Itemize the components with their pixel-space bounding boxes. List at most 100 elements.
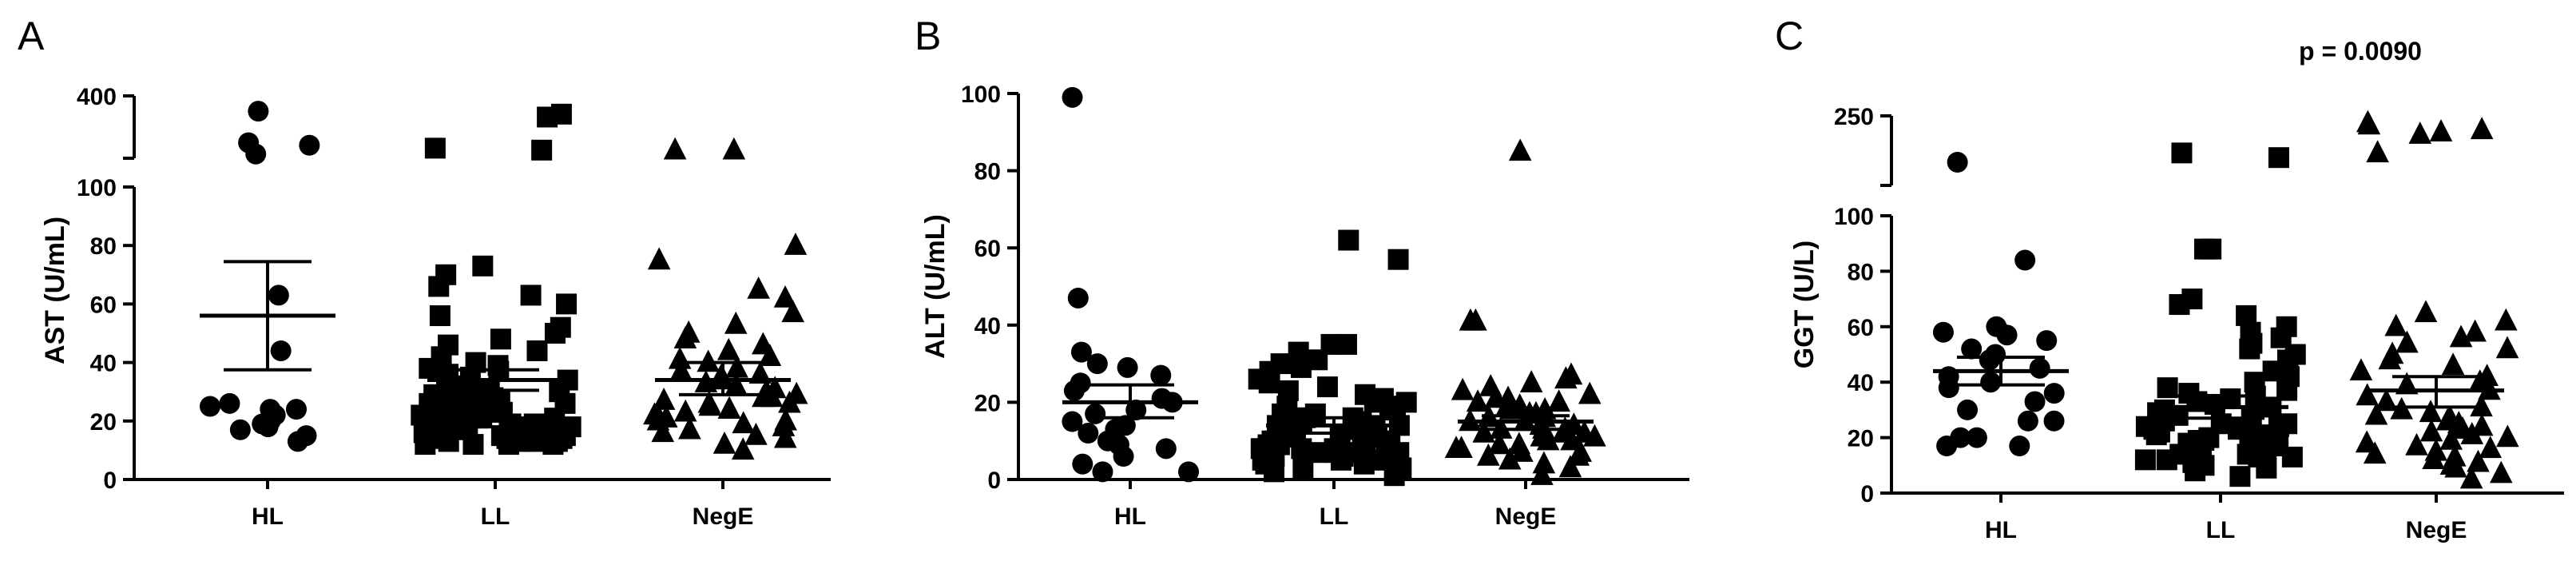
data-point (2441, 352, 2465, 376)
y-tick-label: 20 (90, 409, 117, 436)
y-tick-label: 100 (961, 82, 1001, 108)
data-point (744, 422, 768, 445)
series-hl (1932, 152, 2069, 457)
data-point (725, 355, 748, 378)
data-point (1559, 362, 1583, 385)
data-point (748, 361, 772, 384)
y-tick-label: 60 (90, 292, 117, 318)
data-point (2201, 238, 2222, 260)
data-point (1472, 420, 1495, 443)
series-ll (2134, 142, 2306, 487)
y-tick-label: 60 (1848, 315, 1874, 341)
data-point (1950, 427, 1971, 448)
data-point (490, 328, 511, 350)
data-point (1092, 461, 1113, 483)
data-point (2043, 383, 2065, 404)
data-point (270, 340, 292, 361)
data-point (1466, 389, 1490, 412)
data-point (1277, 380, 1299, 401)
data-point (2479, 436, 2503, 459)
data-point (784, 381, 808, 404)
data-point (643, 402, 666, 425)
data-point (1444, 436, 1468, 459)
data-point (1547, 389, 1570, 412)
data-point (1070, 341, 1092, 363)
data-point (1078, 423, 1099, 444)
data-point (1980, 372, 2002, 393)
data-point (531, 139, 553, 161)
data-point (2349, 358, 2373, 381)
y-tick-label: 100 (77, 175, 117, 201)
y-tick-label: 0 (987, 468, 1001, 494)
y-axis-label: ALT (U/mL) (920, 214, 951, 359)
data-point (716, 337, 740, 360)
data-point (732, 411, 756, 434)
panel-c: C GGT (U/L) 0 20 40 60 80 100 250 HL LL NegE p = 0.0… (1775, 14, 2564, 543)
data-point (268, 284, 289, 306)
data-point (526, 340, 548, 361)
data-point (2496, 424, 2519, 448)
series-nege (2349, 109, 2519, 489)
y-axis-label: GGT (U/L) (1789, 241, 1820, 369)
data-point (2244, 372, 2265, 393)
data-point (2366, 140, 2389, 163)
data-point (2443, 444, 2467, 467)
series-hl (1062, 86, 1200, 483)
data-point (1578, 381, 1602, 404)
data-point (2405, 432, 2428, 456)
data-point (773, 284, 797, 308)
data-point (1151, 388, 1173, 409)
data-point (1338, 229, 1359, 251)
y-tick-label: 400 (77, 84, 117, 110)
data-point (2276, 316, 2297, 337)
data-point (2439, 427, 2463, 450)
y-tick-label: 20 (974, 390, 1001, 416)
data-point (669, 358, 693, 381)
data-point (2467, 449, 2490, 472)
data-point (2495, 308, 2518, 331)
data-point (2029, 357, 2050, 379)
data-point (752, 332, 775, 355)
data-point (550, 316, 571, 338)
data-point (763, 376, 787, 399)
data-point (1966, 427, 1987, 448)
data-point (1085, 403, 1106, 424)
data-point (1062, 411, 1083, 432)
data-point (2171, 142, 2193, 164)
data-point (2178, 383, 2200, 404)
data-point (248, 101, 269, 122)
data-point (1155, 438, 1177, 460)
data-point (472, 255, 494, 277)
series-ll (1248, 229, 1417, 487)
x-tick-label: NegE (693, 503, 754, 530)
data-point (2495, 336, 2519, 359)
data-point (1451, 377, 1475, 400)
x-tick-label: LL (1320, 503, 1349, 530)
data-point (1477, 443, 1500, 466)
data-point (2356, 109, 2380, 133)
data-point (523, 413, 545, 435)
data-point (1508, 138, 1532, 161)
y-tick-label: 80 (1848, 259, 1874, 285)
data-point (487, 355, 509, 376)
axes: 0 20 40 60 80 100 HL LL NegE (961, 82, 1689, 530)
y-tick-label: 60 (974, 236, 1001, 262)
data-point (1573, 420, 1596, 443)
data-point (663, 137, 687, 160)
data-point (2380, 341, 2404, 364)
data-point (2134, 449, 2156, 471)
panel-letter: B (915, 14, 941, 58)
data-point (1117, 356, 1138, 378)
data-point (697, 349, 720, 372)
x-tick-label: HL (1985, 517, 2017, 543)
data-point (2043, 410, 2065, 432)
data-point (2153, 399, 2175, 420)
data-point (731, 437, 755, 460)
axes: 0 20 40 60 80 100 250 HL LL NegE (1834, 104, 2564, 543)
data-point (1114, 415, 1136, 436)
data-point (429, 305, 451, 327)
data-point (2489, 460, 2513, 483)
data-point (299, 134, 320, 156)
data-point (238, 132, 260, 153)
data-point (424, 137, 446, 159)
